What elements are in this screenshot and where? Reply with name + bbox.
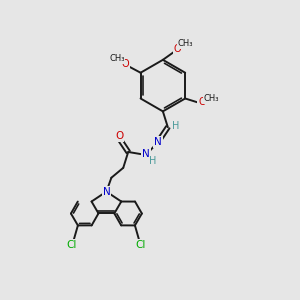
Text: Cl: Cl (67, 240, 77, 250)
Text: O: O (122, 59, 130, 69)
Text: CH₃: CH₃ (109, 54, 124, 63)
Text: O: O (115, 131, 123, 141)
Text: H: H (149, 156, 157, 166)
Text: H: H (172, 121, 179, 131)
Text: N: N (142, 149, 150, 159)
Text: N: N (103, 187, 110, 196)
Text: O: O (198, 98, 206, 107)
Text: Cl: Cl (136, 240, 146, 250)
Text: CH₃: CH₃ (203, 94, 219, 103)
Text: N: N (154, 137, 162, 147)
Text: O: O (174, 44, 182, 54)
Text: CH₃: CH₃ (178, 40, 194, 49)
